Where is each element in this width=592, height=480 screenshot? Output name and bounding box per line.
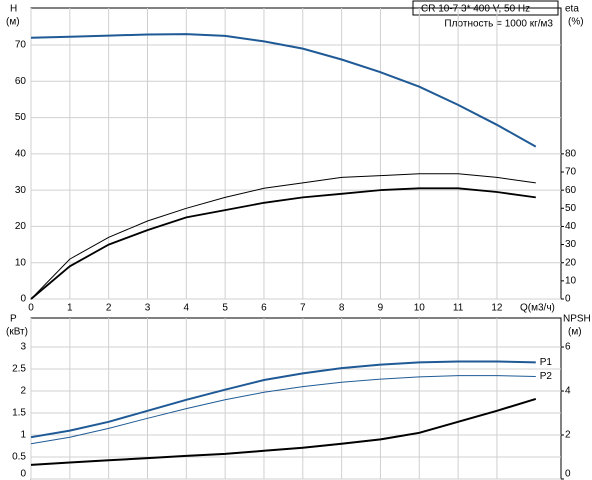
series-line	[30, 375, 536, 445]
y-axis-label: (кВт)	[6, 327, 28, 338]
series-line	[30, 33, 537, 148]
series-label: P2	[540, 371, 553, 382]
x-tick-label: 11	[453, 303, 464, 314]
y-axis-label: (м)	[6, 17, 20, 28]
y-axis-label: H	[10, 4, 17, 15]
x-tick-label: 12	[491, 303, 503, 314]
chart-subtitle: Плотность = 1000 кг/м3	[444, 19, 553, 30]
x-tick-label: 4	[184, 303, 190, 314]
y2-tick-label: 2	[565, 430, 571, 441]
series-line	[30, 173, 536, 300]
y2-tick-label: 50	[565, 203, 577, 214]
y-tick-label: 0	[20, 469, 26, 480]
y2-tick-label: 30	[565, 239, 577, 250]
y-tick-label: 60	[15, 76, 27, 87]
y2-tick-label: 10	[565, 275, 577, 286]
y-tick-label: 30	[15, 185, 27, 196]
x-tick-label: 3	[145, 303, 151, 314]
y-tick-label: 1	[20, 430, 26, 441]
y-tick-label: 70	[15, 40, 27, 51]
series-label: P1	[540, 357, 553, 368]
y-tick-label: 20	[15, 221, 27, 232]
y2-axis-label: eta	[565, 4, 579, 15]
y-tick-label: 10	[15, 257, 27, 268]
y-tick-label: 2.5	[12, 364, 26, 375]
y-tick-label: 1.5	[12, 408, 26, 419]
series-line	[30, 360, 536, 439]
chart-title: CR 10-7 3* 400 V, 50 Hz	[421, 4, 530, 15]
x-tick-label: 2	[106, 303, 112, 314]
y2-tick-label: 40	[565, 221, 577, 232]
x-tick-label: 9	[378, 303, 384, 314]
x-tick-label: 5	[222, 303, 228, 314]
x-tick-label: 1	[67, 303, 73, 314]
y2-tick-label: 60	[565, 185, 577, 196]
y-tick-label: 0	[20, 294, 26, 305]
y2-tick-label: 4	[565, 386, 571, 397]
series-line	[30, 187, 536, 300]
y-tick-label: 50	[15, 112, 27, 123]
plot-frame	[30, 317, 562, 480]
y2-tick-label: 20	[565, 257, 577, 268]
series-line	[30, 397, 537, 466]
y2-tick-label: 70	[565, 167, 577, 178]
y2-tick-label: 6	[565, 342, 571, 353]
y2-tick-label: 0	[565, 469, 571, 480]
y-axis-label: P	[10, 314, 17, 325]
y-tick-label: 0.5	[12, 452, 26, 463]
y2-axis-label: (м)	[568, 327, 582, 338]
y2-axis-label: (%)	[568, 17, 584, 28]
y2-tick-label: 0	[565, 294, 571, 305]
y2-tick-label: 80	[565, 149, 577, 160]
panel: 0 0.5 1 1.5 2 2.5 3 0 2 4 6 P (кВт) NPSH (м) P1 P2	[6, 314, 591, 480]
panel: 0 1 2 3 4 5 6 7 8 9 10 11 12010203040506070010203040…	[6, 4, 584, 314]
y-tick-label: 40	[15, 149, 27, 160]
x-tick-label: 10	[414, 303, 426, 314]
x-tick-label: 6	[261, 303, 267, 314]
x-tick-label: 8	[339, 303, 345, 314]
x-tick-label: 0	[28, 303, 34, 314]
y2-axis-label: NPSH	[563, 314, 591, 325]
y-tick-label: 2	[20, 386, 26, 397]
x-axis-label: Q(м3/ч)	[520, 303, 555, 314]
y-tick-label: 3	[20, 342, 26, 353]
x-tick-label: 7	[300, 303, 306, 314]
